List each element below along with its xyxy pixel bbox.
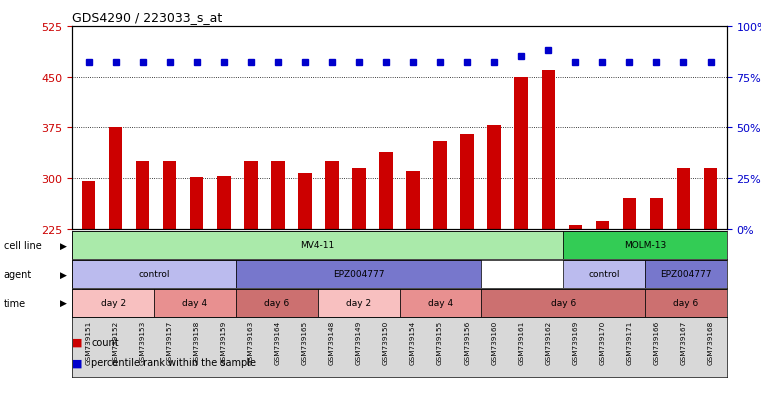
Bar bbox=[563, 231, 727, 259]
Text: GSM739151: GSM739151 bbox=[85, 320, 91, 364]
Bar bbox=[190, 177, 203, 229]
Bar bbox=[400, 289, 482, 317]
Text: ▶: ▶ bbox=[59, 241, 67, 250]
Text: day 4: day 4 bbox=[183, 299, 208, 308]
Text: GSM739170: GSM739170 bbox=[600, 320, 605, 364]
Text: control: control bbox=[588, 270, 619, 279]
Text: GSM739156: GSM739156 bbox=[464, 320, 470, 364]
Bar bbox=[514, 77, 528, 229]
Text: GSM739155: GSM739155 bbox=[437, 320, 443, 364]
Bar bbox=[704, 169, 718, 229]
Bar bbox=[542, 71, 555, 229]
Bar bbox=[677, 169, 690, 229]
Bar bbox=[645, 260, 727, 288]
Text: control: control bbox=[139, 270, 170, 279]
Text: GSM739157: GSM739157 bbox=[167, 320, 173, 364]
Text: ▶: ▶ bbox=[59, 299, 67, 308]
Bar bbox=[72, 231, 563, 259]
Text: GSM739162: GSM739162 bbox=[546, 320, 551, 364]
Bar bbox=[72, 289, 154, 317]
Bar bbox=[568, 226, 582, 229]
Text: GSM739152: GSM739152 bbox=[113, 320, 119, 364]
Text: day 2: day 2 bbox=[100, 299, 126, 308]
Bar bbox=[154, 289, 236, 317]
Text: time: time bbox=[4, 298, 26, 308]
Bar bbox=[72, 260, 236, 288]
Text: GSM739154: GSM739154 bbox=[410, 320, 416, 364]
Text: GSM739163: GSM739163 bbox=[248, 320, 253, 364]
Text: MV4-11: MV4-11 bbox=[301, 241, 335, 250]
Bar bbox=[563, 260, 645, 288]
Text: EPZ004777: EPZ004777 bbox=[333, 270, 384, 279]
Text: day 4: day 4 bbox=[428, 299, 453, 308]
Bar bbox=[271, 162, 285, 229]
Bar bbox=[236, 289, 318, 317]
Bar bbox=[433, 142, 447, 229]
Text: GSM739159: GSM739159 bbox=[221, 320, 227, 364]
Bar bbox=[487, 126, 501, 229]
Text: count: count bbox=[91, 337, 119, 347]
Text: ■: ■ bbox=[72, 337, 83, 347]
Text: MOLM-13: MOLM-13 bbox=[624, 241, 666, 250]
Text: GSM739168: GSM739168 bbox=[708, 320, 714, 364]
Text: GSM739169: GSM739169 bbox=[572, 320, 578, 364]
Text: GSM739148: GSM739148 bbox=[329, 320, 335, 364]
Text: day 6: day 6 bbox=[264, 299, 289, 308]
Bar bbox=[136, 162, 149, 229]
Bar bbox=[650, 199, 663, 229]
Text: percentile rank within the sample: percentile rank within the sample bbox=[91, 358, 256, 368]
Bar bbox=[109, 128, 123, 229]
Text: day 6: day 6 bbox=[550, 299, 576, 308]
Bar bbox=[81, 182, 95, 229]
Text: GSM739165: GSM739165 bbox=[302, 320, 308, 364]
Bar bbox=[460, 135, 474, 229]
Text: GSM739161: GSM739161 bbox=[518, 320, 524, 364]
Text: GSM739166: GSM739166 bbox=[654, 320, 660, 364]
Bar bbox=[298, 173, 312, 229]
Bar bbox=[622, 199, 636, 229]
Bar bbox=[645, 289, 727, 317]
Text: EPZ004777: EPZ004777 bbox=[660, 270, 712, 279]
Bar bbox=[325, 162, 339, 229]
Bar bbox=[596, 221, 609, 229]
Bar bbox=[236, 260, 482, 288]
Text: GSM739153: GSM739153 bbox=[139, 320, 145, 364]
Bar bbox=[406, 172, 420, 229]
Text: GSM739150: GSM739150 bbox=[383, 320, 389, 364]
Bar bbox=[244, 162, 257, 229]
Bar bbox=[379, 153, 393, 229]
Text: cell line: cell line bbox=[4, 240, 42, 250]
Bar bbox=[352, 169, 366, 229]
Text: day 6: day 6 bbox=[673, 299, 699, 308]
Text: GSM739164: GSM739164 bbox=[275, 320, 281, 364]
Bar bbox=[163, 162, 177, 229]
Text: ▶: ▶ bbox=[59, 270, 67, 279]
Bar bbox=[318, 289, 400, 317]
Text: GSM739158: GSM739158 bbox=[194, 320, 199, 364]
Text: GSM739167: GSM739167 bbox=[680, 320, 686, 364]
Text: agent: agent bbox=[4, 269, 32, 279]
Text: day 2: day 2 bbox=[346, 299, 371, 308]
Text: GSM739160: GSM739160 bbox=[491, 320, 497, 364]
Bar bbox=[482, 289, 645, 317]
Text: GDS4290 / 223033_s_at: GDS4290 / 223033_s_at bbox=[72, 11, 222, 24]
Text: GSM739171: GSM739171 bbox=[626, 320, 632, 364]
Text: GSM739149: GSM739149 bbox=[356, 320, 362, 364]
Bar bbox=[217, 177, 231, 229]
Text: ■: ■ bbox=[72, 358, 83, 368]
